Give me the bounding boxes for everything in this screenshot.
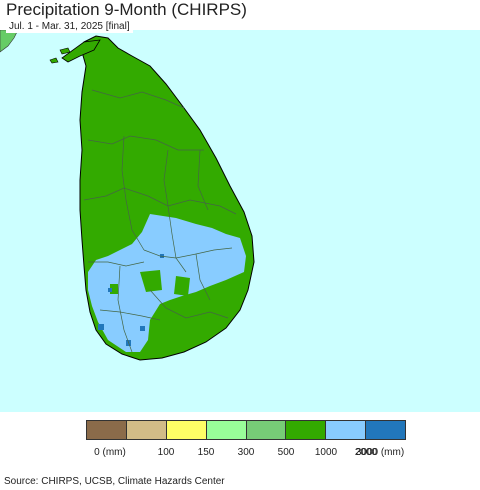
island-small-2 <box>49 57 59 64</box>
legend-tick-label: 2000 <box>354 447 378 458</box>
legend-tick-label: 1000 <box>314 447 338 458</box>
legend-swatch <box>286 421 327 439</box>
legend-swatch <box>206 421 247 439</box>
jaffna-peninsula <box>61 39 101 63</box>
legend-tick-label: 3000 (mm) <box>355 447 405 458</box>
legend-tick-label: 0 (mm) <box>94 447 126 458</box>
admin-boundaries <box>83 89 237 353</box>
wettest-cell-3 <box>140 326 145 331</box>
legend-swatch <box>246 421 287 439</box>
wettest-cell-1 <box>98 324 104 330</box>
legend-swatch <box>166 421 207 439</box>
legend-swatch <box>126 421 167 439</box>
map-panel[interactable] <box>0 30 480 412</box>
source-credit: Source: CHIRPS, UCSB, Climate Hazards Ce… <box>4 476 225 487</box>
legend-tick-label: 150 <box>197 447 215 458</box>
legend-swatch <box>366 421 405 439</box>
wettest-cell-4 <box>108 288 112 292</box>
map-canvas <box>0 30 255 361</box>
legend-swatch <box>87 421 127 439</box>
wet-zone-region <box>88 214 246 352</box>
legend-swatch <box>326 421 367 439</box>
map-title: Precipitation 9-Month (CHIRPS) <box>4 0 249 20</box>
india-landmass <box>0 30 19 53</box>
map-subtitle: Jul. 1 - Mar. 31, 2025 [final] <box>6 20 133 33</box>
green-patch-2 <box>174 276 190 296</box>
green-patch-1 <box>140 270 162 292</box>
legend-tick-label: 100 <box>157 447 175 458</box>
legend-tick-label: 500 <box>277 447 295 458</box>
legend-colorbar <box>86 420 406 440</box>
legend-tick-label: 300 <box>237 447 255 458</box>
island-small-1 <box>59 47 71 55</box>
